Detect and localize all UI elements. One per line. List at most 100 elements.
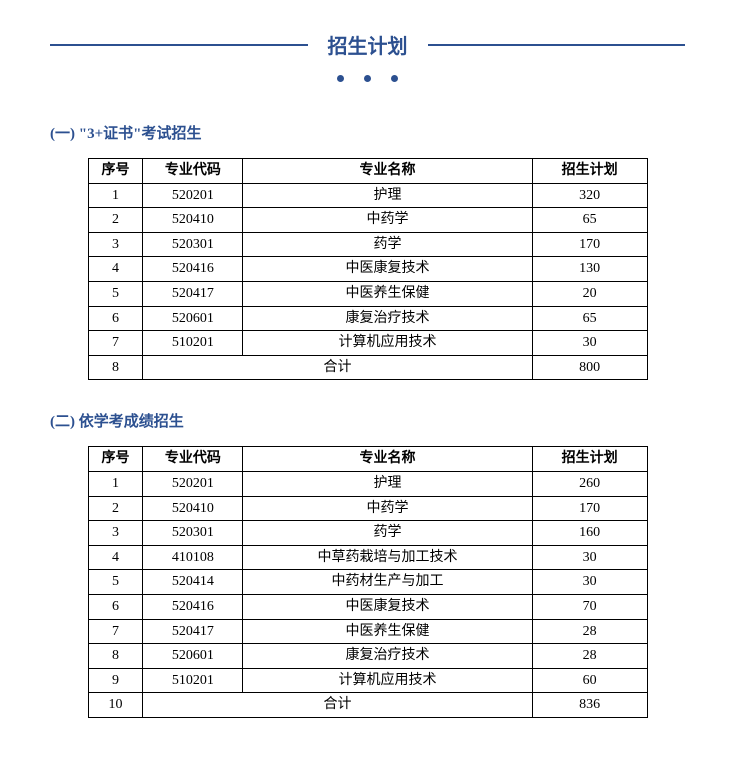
table-row: 4520416中医康复技术130	[88, 257, 647, 282]
cell-name: 护理	[243, 471, 532, 496]
cell-name: 康复治疗技术	[243, 306, 532, 331]
cell-seq: 3	[88, 232, 143, 257]
cell-plan: 65	[532, 306, 647, 331]
header-code: 专业代码	[143, 159, 243, 184]
header-plan: 招生计划	[532, 159, 647, 184]
cell-plan: 65	[532, 208, 647, 233]
section1-table: 序号 专业代码 专业名称 招生计划 1520201护理 3 20 2520410中药学…	[88, 158, 648, 380]
cell-plan: 30	[532, 545, 647, 570]
section1-heading: (一) "3+证书"考试招生	[50, 122, 685, 143]
cell-plan: 170	[532, 496, 647, 521]
table-row: 6520601康复治疗技术65	[88, 306, 647, 331]
cell-total-label: 合计	[143, 693, 532, 718]
cell-plan: 30	[532, 570, 647, 595]
cell-plan: 60	[532, 668, 647, 693]
cell-seq: 1	[88, 183, 143, 208]
cell-code: 520410	[143, 208, 243, 233]
header-code: 专业代码	[143, 447, 243, 472]
cell-plan: 28	[532, 644, 647, 669]
table-row: 8520601康复治疗技术28	[88, 644, 647, 669]
dot-icon	[337, 75, 344, 82]
cell-code: 520201	[143, 183, 243, 208]
title-line-left	[50, 44, 308, 46]
table-header-row: 序号 专业代码 专业名称 招生计划	[88, 159, 647, 184]
table-row: 3520301药学170	[88, 232, 647, 257]
section2-table: 序号 专业代码 专业名称 招生计划 1520201护理2602520410中药学…	[88, 446, 648, 718]
header-seq: 序号	[88, 159, 143, 184]
cell-name: 中药学	[243, 208, 532, 233]
dot-icon	[364, 75, 371, 82]
header-name: 专业名称	[243, 447, 532, 472]
cell-seq: 4	[88, 545, 143, 570]
cell-seq: 6	[88, 594, 143, 619]
cell-plan: 160	[532, 521, 647, 546]
cell-name: 护理	[243, 183, 532, 208]
table-row: 5520417中医养生保健20	[88, 281, 647, 306]
cell-name: 中医养生保健	[243, 619, 532, 644]
section2-heading: (二) 依学考成绩招生	[50, 410, 685, 431]
cell-name: 中医康复技术	[243, 257, 532, 282]
table-header-row: 序号 专业代码 专业名称 招生计划	[88, 447, 647, 472]
cell-seq: 2	[88, 208, 143, 233]
cell-code: 520601	[143, 306, 243, 331]
table-row: 5520414中药材生产与加工30	[88, 570, 647, 595]
table-row: 7510201计算机应用技术30	[88, 331, 647, 356]
cell-code: 410108	[143, 545, 243, 570]
cell-seq: 5	[88, 281, 143, 306]
cell-name: 中药学	[243, 496, 532, 521]
cell-seq: 5	[88, 570, 143, 595]
cell-code: 510201	[143, 668, 243, 693]
cell-code: 520301	[143, 232, 243, 257]
cell-seq: 4	[88, 257, 143, 282]
cell-seq: 6	[88, 306, 143, 331]
main-title: 招生计划	[308, 30, 428, 59]
table-row: 3520301药学160	[88, 521, 647, 546]
cell-seq: 9	[88, 668, 143, 693]
cell-seq: 3	[88, 521, 143, 546]
cell-plan: 130	[532, 257, 647, 282]
cell-seq: 7	[88, 331, 143, 356]
table-row: 2520410中药学65	[88, 208, 647, 233]
cell-code: 520414	[143, 570, 243, 595]
cell-plan: 20	[532, 281, 647, 306]
cell-code: 520417	[143, 281, 243, 306]
cell-plan: 170	[532, 232, 647, 257]
cell-code: 520601	[143, 644, 243, 669]
cell-seq: 2	[88, 496, 143, 521]
cell-code: 510201	[143, 331, 243, 356]
table-row: 9510201计算机应用技术60	[88, 668, 647, 693]
title-section: 招生计划	[50, 30, 685, 59]
cell-plan: 30	[532, 331, 647, 356]
cell-name: 中医康复技术	[243, 594, 532, 619]
cell-name: 中草药栽培与加工技术	[243, 545, 532, 570]
cell-seq: 1	[88, 471, 143, 496]
cell-code: 520410	[143, 496, 243, 521]
dot-icon	[391, 75, 398, 82]
table-row: 6520416中医康复技术70	[88, 594, 647, 619]
dots-decoration	[50, 69, 685, 87]
table-total-row: 8合计800	[88, 355, 647, 380]
title-line-right	[428, 44, 686, 46]
cell-seq: 7	[88, 619, 143, 644]
header-name: 专业名称	[243, 159, 532, 184]
cell-code: 520201	[143, 471, 243, 496]
cell-name: 药学	[243, 521, 532, 546]
cell-plan: 28	[532, 619, 647, 644]
table-total-row: 10合计836	[88, 693, 647, 718]
cell-plan: 836	[532, 693, 647, 718]
table-row: 2520410中药学170	[88, 496, 647, 521]
cell-name: 计算机应用技术	[243, 331, 532, 356]
cell-seq: 8	[88, 644, 143, 669]
table-row: 7520417中医养生保健28	[88, 619, 647, 644]
cell-name: 康复治疗技术	[243, 644, 532, 669]
cell-code: 520416	[143, 257, 243, 282]
cell-code: 520417	[143, 619, 243, 644]
cell-plan: 260	[532, 471, 647, 496]
cell-name: 计算机应用技术	[243, 668, 532, 693]
table-row: 1520201护理320	[88, 183, 647, 208]
cell-seq: 10	[88, 693, 143, 718]
cell-code: 520416	[143, 594, 243, 619]
table-row: 1520201护理260	[88, 471, 647, 496]
cell-total-label: 合计	[143, 355, 532, 380]
cell-name: 中医养生保健	[243, 281, 532, 306]
